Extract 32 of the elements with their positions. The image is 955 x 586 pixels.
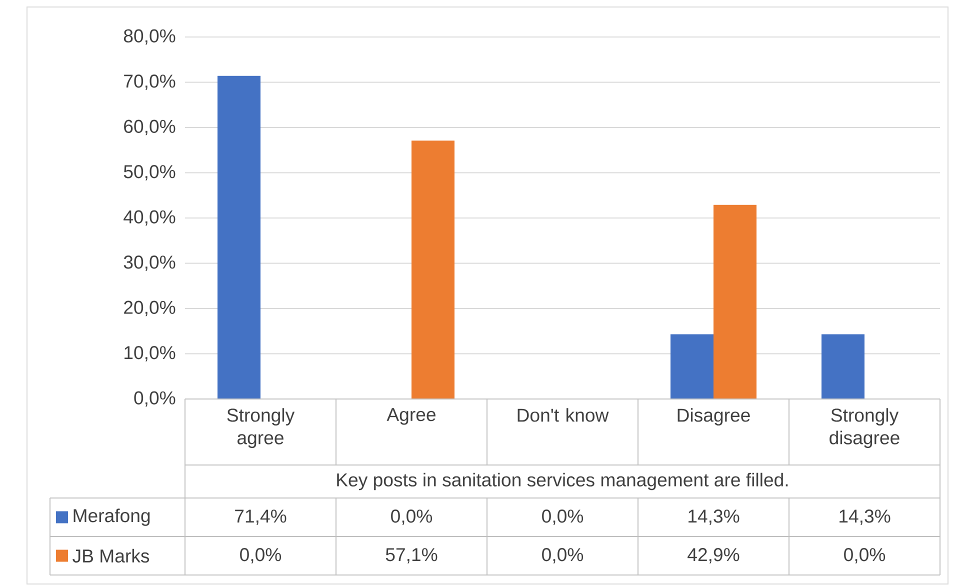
data-label: 14,3%: [688, 510, 740, 525]
data-label: 14,3%: [840, 510, 890, 525]
x-axis-title: Key posts in sanitation services management are filled.: [337, 472, 788, 490]
x-tick-label: Strongly agree: [227, 408, 295, 448]
data-label: 0,0%: [844, 548, 886, 564]
x-tick-label: Disagree: [678, 408, 750, 426]
y-tick-label: 20,0%: [124, 300, 176, 316]
y-tick-label: 40,0%: [124, 210, 176, 226]
data-label: 57,1%: [386, 548, 438, 564]
data-label: 0,0%: [240, 548, 282, 564]
bar: [670, 334, 714, 399]
data-label: 0,0%: [542, 510, 584, 525]
bar: [822, 334, 864, 399]
y-tick-label: 70,0%: [124, 74, 176, 90]
x-tick-label: Don't know: [518, 408, 609, 422]
data-label: 0,0%: [542, 548, 584, 564]
y-tick-label: 80,0%: [124, 29, 176, 45]
bar: [218, 76, 260, 399]
y-tick-label: 0,0%: [134, 391, 176, 407]
legend-label: JB Marks: [72, 548, 150, 563]
data-label: 71,4%: [235, 510, 286, 525]
bar: [412, 140, 454, 399]
y-tick-label: 60,0%: [124, 120, 176, 136]
data-label: 42,9%: [688, 548, 740, 564]
x-tick-label: Agree: [386, 408, 436, 425]
x-tick-label: Strongly disagree: [830, 408, 900, 448]
y-tick-label: 30,0%: [124, 256, 176, 271]
data-label: 0,0%: [391, 510, 432, 525]
bar: [714, 204, 757, 399]
y-tick-label: 50,0%: [124, 165, 176, 180]
y-tick-label: 10,0%: [124, 346, 176, 362]
legend-label: Merafong: [74, 508, 150, 526]
